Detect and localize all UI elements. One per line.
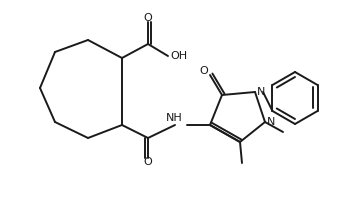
Text: O: O — [144, 157, 153, 167]
Text: O: O — [144, 13, 153, 23]
Text: OH: OH — [170, 51, 187, 61]
Text: O: O — [199, 66, 208, 76]
Text: NH: NH — [166, 113, 182, 123]
Text: N: N — [267, 117, 276, 127]
Text: N: N — [257, 87, 265, 97]
